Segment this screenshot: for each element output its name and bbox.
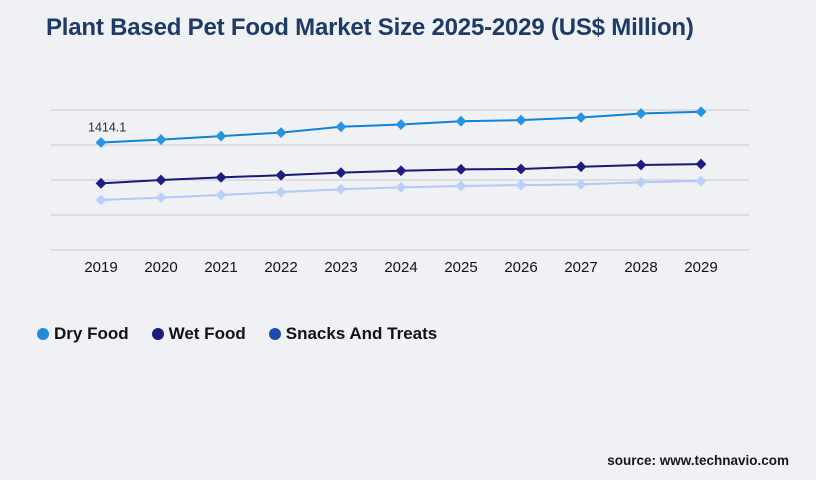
data-point-marker (95, 137, 107, 148)
x-axis-label: 2019 (84, 259, 117, 276)
data-point-marker (95, 194, 107, 206)
data-point-marker (335, 183, 347, 195)
data-point-marker (455, 115, 467, 127)
legend-item-dry-food[interactable]: Dry Food (37, 324, 129, 344)
wet-food-dot-icon (151, 328, 164, 340)
snacks-and-treats-dot-icon (268, 328, 281, 340)
data-point-marker (155, 192, 167, 204)
x-axis-label: 2024 (384, 259, 417, 276)
data-point-marker (275, 186, 287, 198)
x-axis-label: 2023 (324, 259, 357, 276)
x-axis-label: 2027 (564, 259, 597, 276)
data-point-marker (335, 167, 347, 179)
data-point-marker (395, 181, 407, 193)
data-point-marker (155, 174, 167, 186)
source-attribution: source: www.technavio.com (607, 453, 789, 468)
x-axis-label: 2022 (264, 259, 297, 276)
data-point-marker (215, 171, 227, 183)
data-point-marker (575, 112, 587, 123)
data-point-marker (695, 158, 707, 170)
data-point-marker (215, 130, 227, 142)
legend-label: Snacks And Treats (285, 324, 438, 343)
legend-label: Wet Food (168, 324, 246, 343)
data-point-marker (215, 189, 227, 201)
data-point-marker (395, 165, 407, 177)
data-label: 1414.1 (88, 121, 126, 135)
x-axis-label: 2025 (444, 259, 477, 276)
data-point-marker (515, 163, 527, 175)
data-point-marker (455, 163, 467, 175)
data-point-marker (695, 106, 707, 118)
data-point-marker (635, 159, 647, 171)
line-chart: 1414.1 2019 2020 2021 2022 2023 2024 2025 2026 20… (51, 106, 749, 276)
legend-label: Dry Food (54, 324, 129, 343)
chart-title: Plant Based Pet Food Market Size 2025-20… (46, 14, 694, 41)
x-axis-label: 2029 (684, 259, 717, 276)
data-point-marker (275, 127, 287, 138)
data-point-marker (635, 108, 647, 119)
legend-item-snacks-and-treats[interactable]: Snacks And Treats (268, 324, 438, 344)
x-axis-label: 2021 (204, 259, 237, 276)
data-point-marker (695, 175, 707, 187)
x-axis-label: 2026 (504, 259, 537, 276)
data-point-marker (395, 119, 407, 130)
data-point-marker (275, 169, 287, 181)
dry-food-dot-icon (37, 328, 49, 340)
legend-item-wet-food[interactable]: Wet Food (151, 324, 246, 344)
data-point-marker (95, 177, 107, 189)
x-axis-label: 2028 (624, 259, 657, 276)
data-point-marker (455, 180, 467, 192)
data-point-marker (155, 134, 167, 145)
data-point-marker (635, 176, 647, 188)
data-point-marker (335, 121, 347, 133)
data-point-marker (515, 179, 527, 191)
x-axis-label: 2020 (144, 259, 177, 276)
data-point-marker (575, 161, 587, 173)
data-point-marker (515, 114, 527, 126)
legend: Dry Food Wet Food Snacks And Treats (37, 324, 437, 344)
data-point-marker (575, 178, 587, 190)
